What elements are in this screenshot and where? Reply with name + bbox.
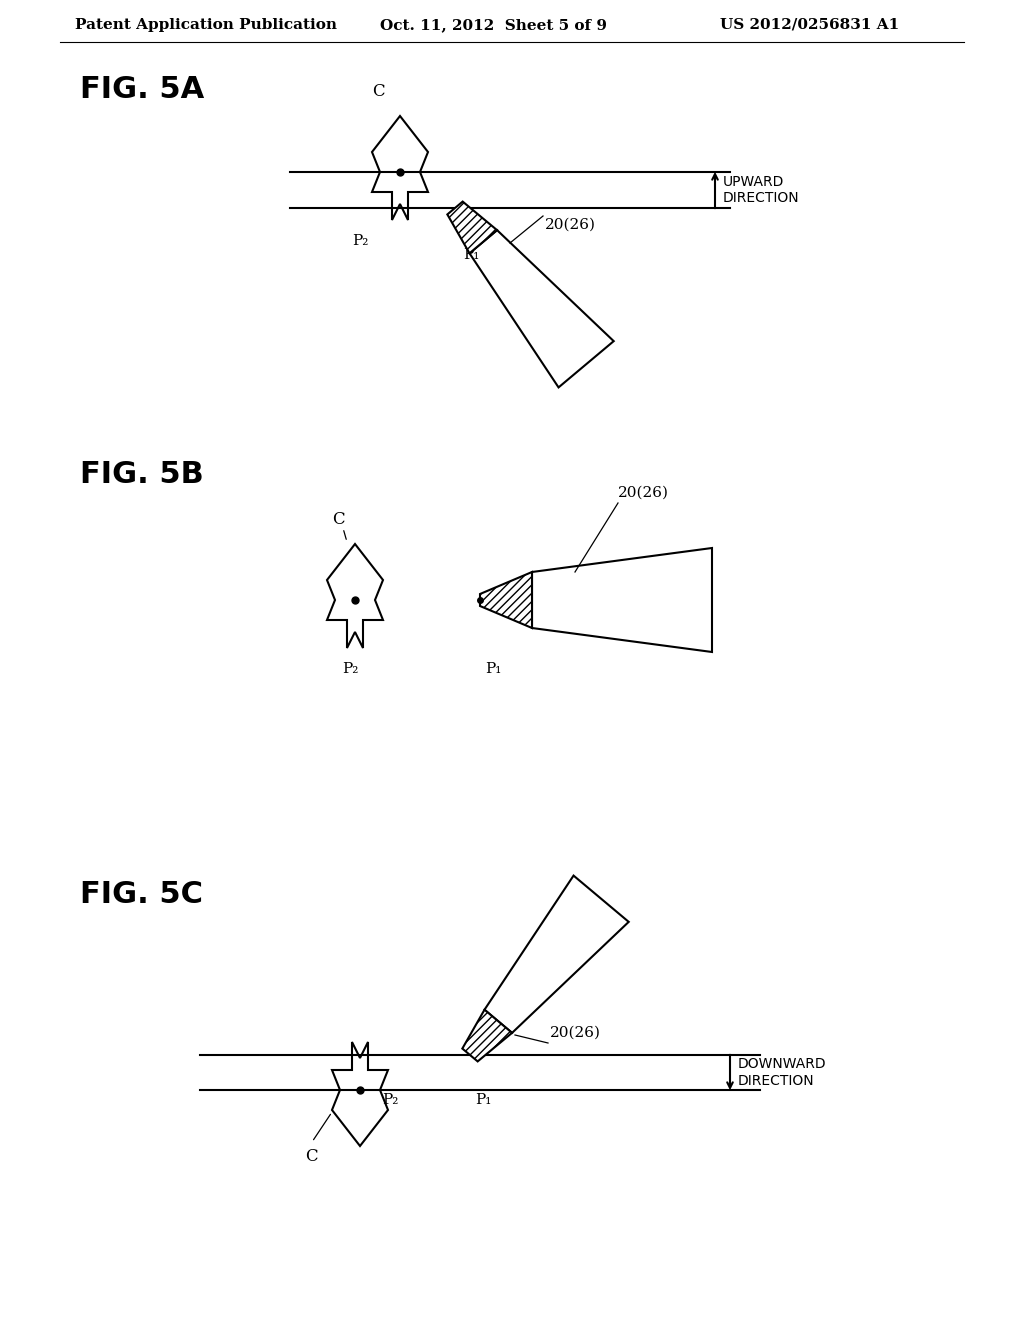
Text: DOWNWARD
DIRECTION: DOWNWARD DIRECTION [738,1057,826,1088]
Text: Oct. 11, 2012  Sheet 5 of 9: Oct. 11, 2012 Sheet 5 of 9 [380,18,607,32]
Text: P₂: P₂ [342,663,358,676]
Text: FIG. 5B: FIG. 5B [80,459,204,488]
Polygon shape [463,1010,512,1061]
Text: P₁: P₁ [475,1093,492,1107]
Text: P₁: P₁ [485,663,502,676]
Text: FIG. 5A: FIG. 5A [80,75,204,104]
Text: 20(26): 20(26) [545,218,596,232]
Text: UPWARD
DIRECTION: UPWARD DIRECTION [723,176,800,205]
Text: 20(26): 20(26) [550,1026,601,1040]
Text: C: C [333,511,345,528]
Text: Patent Application Publication: Patent Application Publication [75,18,337,32]
Text: 20(26): 20(26) [618,486,669,500]
Polygon shape [480,572,532,628]
Text: C: C [305,1148,317,1166]
Text: C: C [373,83,385,100]
Text: P₂: P₂ [352,234,369,248]
Text: P₁: P₁ [463,248,479,261]
Polygon shape [447,202,497,253]
Text: US 2012/0256831 A1: US 2012/0256831 A1 [720,18,899,32]
Text: P₂: P₂ [382,1093,398,1107]
Text: FIG. 5C: FIG. 5C [80,880,203,909]
